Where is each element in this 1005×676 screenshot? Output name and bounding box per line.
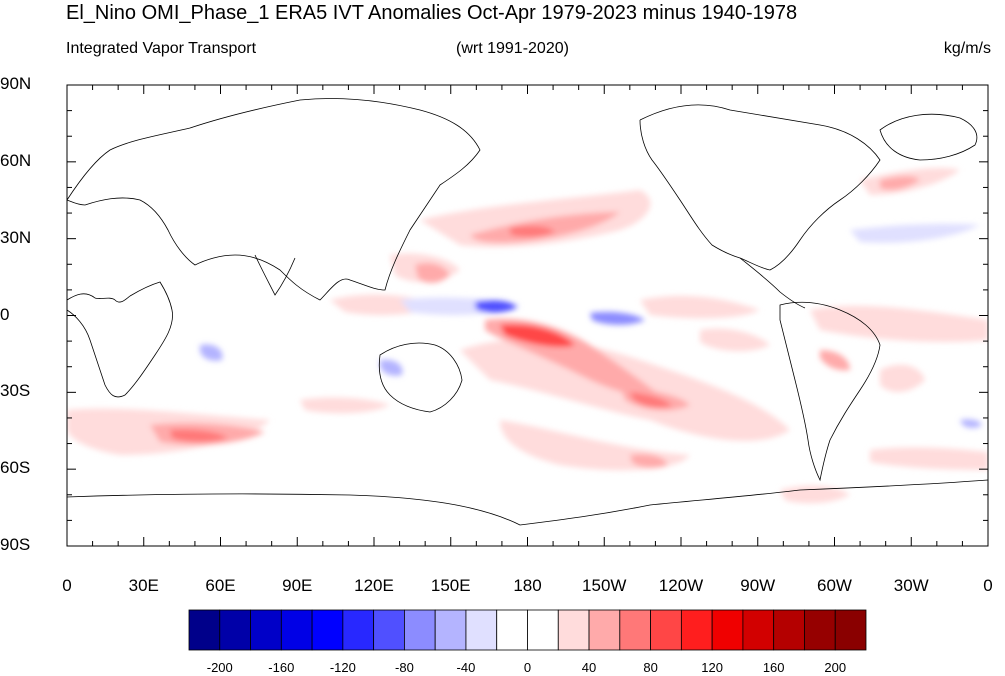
lon-label: 60W	[817, 576, 852, 595]
lon-label: 60E	[205, 576, 236, 595]
lon-label: 30W	[893, 576, 929, 595]
lat-label: 90N	[0, 74, 32, 93]
colorbar-swatch	[465, 609, 498, 651]
colorbar-swatch	[711, 609, 744, 651]
lat-label: 0	[0, 304, 10, 324]
colorbar-label: 120	[701, 660, 723, 675]
colorbar-label: 80	[643, 660, 658, 675]
colorbar-swatch	[773, 609, 805, 651]
coastline-south-america	[779, 301, 881, 482]
anomaly-shade	[960, 419, 982, 428]
colorbar-swatch	[496, 609, 528, 651]
anomaly-shade	[640, 295, 760, 319]
anomaly-shade	[700, 328, 770, 352]
colorbar-swatch	[404, 609, 436, 651]
colorbar-swatch	[280, 609, 313, 651]
colorbar-swatch	[311, 609, 344, 651]
colorbar-label: 0	[523, 660, 532, 675]
axis-ticks	[66, 84, 989, 547]
colorbar-label: -160	[268, 660, 295, 675]
anomaly-shade	[850, 223, 980, 243]
colorbar-label: 160	[762, 660, 785, 675]
colorbar-label: -200	[206, 660, 233, 675]
lon-label: 90E	[282, 576, 313, 595]
anomaly-shade	[475, 300, 518, 313]
lon-label: 30E	[128, 576, 159, 595]
colorbar-swatch	[650, 609, 682, 651]
lat-label: 30N	[0, 227, 32, 247]
colorbar-swatch	[250, 609, 282, 651]
colorbar-label: -80	[395, 660, 414, 675]
colorbar-swatch	[680, 609, 713, 651]
colorbar-swatch	[804, 609, 836, 651]
colorbar-swatch	[188, 609, 221, 651]
lat-label: 60N	[0, 150, 32, 170]
colorbar-swatch	[373, 609, 405, 651]
colorbar-swatch	[588, 609, 621, 651]
anomaly-shade	[500, 324, 575, 347]
coastline-india	[254, 254, 296, 296]
anomaly-shade	[170, 429, 228, 443]
colorbar-label: -120	[329, 660, 356, 675]
lon-label: 120E	[354, 576, 394, 595]
lon-label: 150E	[430, 576, 471, 595]
colorbar-label: 40	[581, 660, 597, 675]
anomaly-shade	[415, 263, 450, 283]
coastline-africa	[67, 281, 173, 398]
map-title: El_Nino OMI_Phase_1 ERA5 IVT Anomalies O…	[66, 2, 798, 24]
lon-label: 0	[62, 576, 72, 595]
anomaly-shade	[880, 364, 925, 392]
lon-label: 120W	[658, 576, 704, 595]
colorbar-swatch	[557, 609, 590, 651]
colorbar-label: 200	[824, 660, 847, 675]
coastline-australia	[378, 342, 463, 413]
colorbar-swatch	[219, 609, 251, 651]
anomaly-shade	[510, 225, 555, 237]
coastlines	[67, 98, 988, 526]
coastline-central-america	[739, 257, 806, 309]
units-label: kg/m/s	[943, 40, 991, 57]
anomaly-shade	[590, 311, 645, 325]
anomaly-shade	[380, 359, 403, 376]
anomaly-shade	[200, 344, 223, 361]
colorbar-swatch	[342, 609, 375, 651]
colorbar	[188, 609, 867, 651]
anomaly-shade	[820, 350, 850, 371]
anomaly-shade	[300, 397, 390, 414]
colorbar-label: -40	[456, 660, 476, 675]
lat-label: 90S	[0, 535, 31, 554]
lon-label: 150W	[582, 576, 627, 595]
coastline-greenland	[879, 113, 978, 161]
anomaly-field	[67, 168, 988, 504]
reference-period-label: (wrt 1991-2020)	[456, 40, 569, 57]
lon-label: 180	[513, 576, 542, 595]
anomaly-shade	[810, 305, 988, 342]
lat-label: 30S	[0, 381, 31, 401]
anomaly-shade	[420, 190, 651, 247]
anomaly-shade	[630, 392, 672, 408]
anomaly-shade	[870, 447, 988, 470]
variable-label: Integrated Vapor Transport	[66, 40, 257, 57]
coastline-antarctica	[67, 479, 988, 526]
lon-label: 0	[983, 576, 993, 595]
lat-label: 60S	[0, 458, 31, 478]
anomaly-shade	[630, 454, 668, 468]
lon-label: 90W	[740, 576, 776, 595]
colorbar-swatch	[742, 609, 775, 651]
colorbar-swatch	[834, 609, 867, 651]
colorbar-swatch	[527, 609, 559, 651]
colorbar-swatch	[619, 609, 651, 651]
coastline-eurasia	[67, 98, 481, 301]
colorbar-swatch	[434, 609, 467, 651]
coastline-north-america	[639, 104, 881, 271]
anomaly-shade	[880, 176, 920, 190]
